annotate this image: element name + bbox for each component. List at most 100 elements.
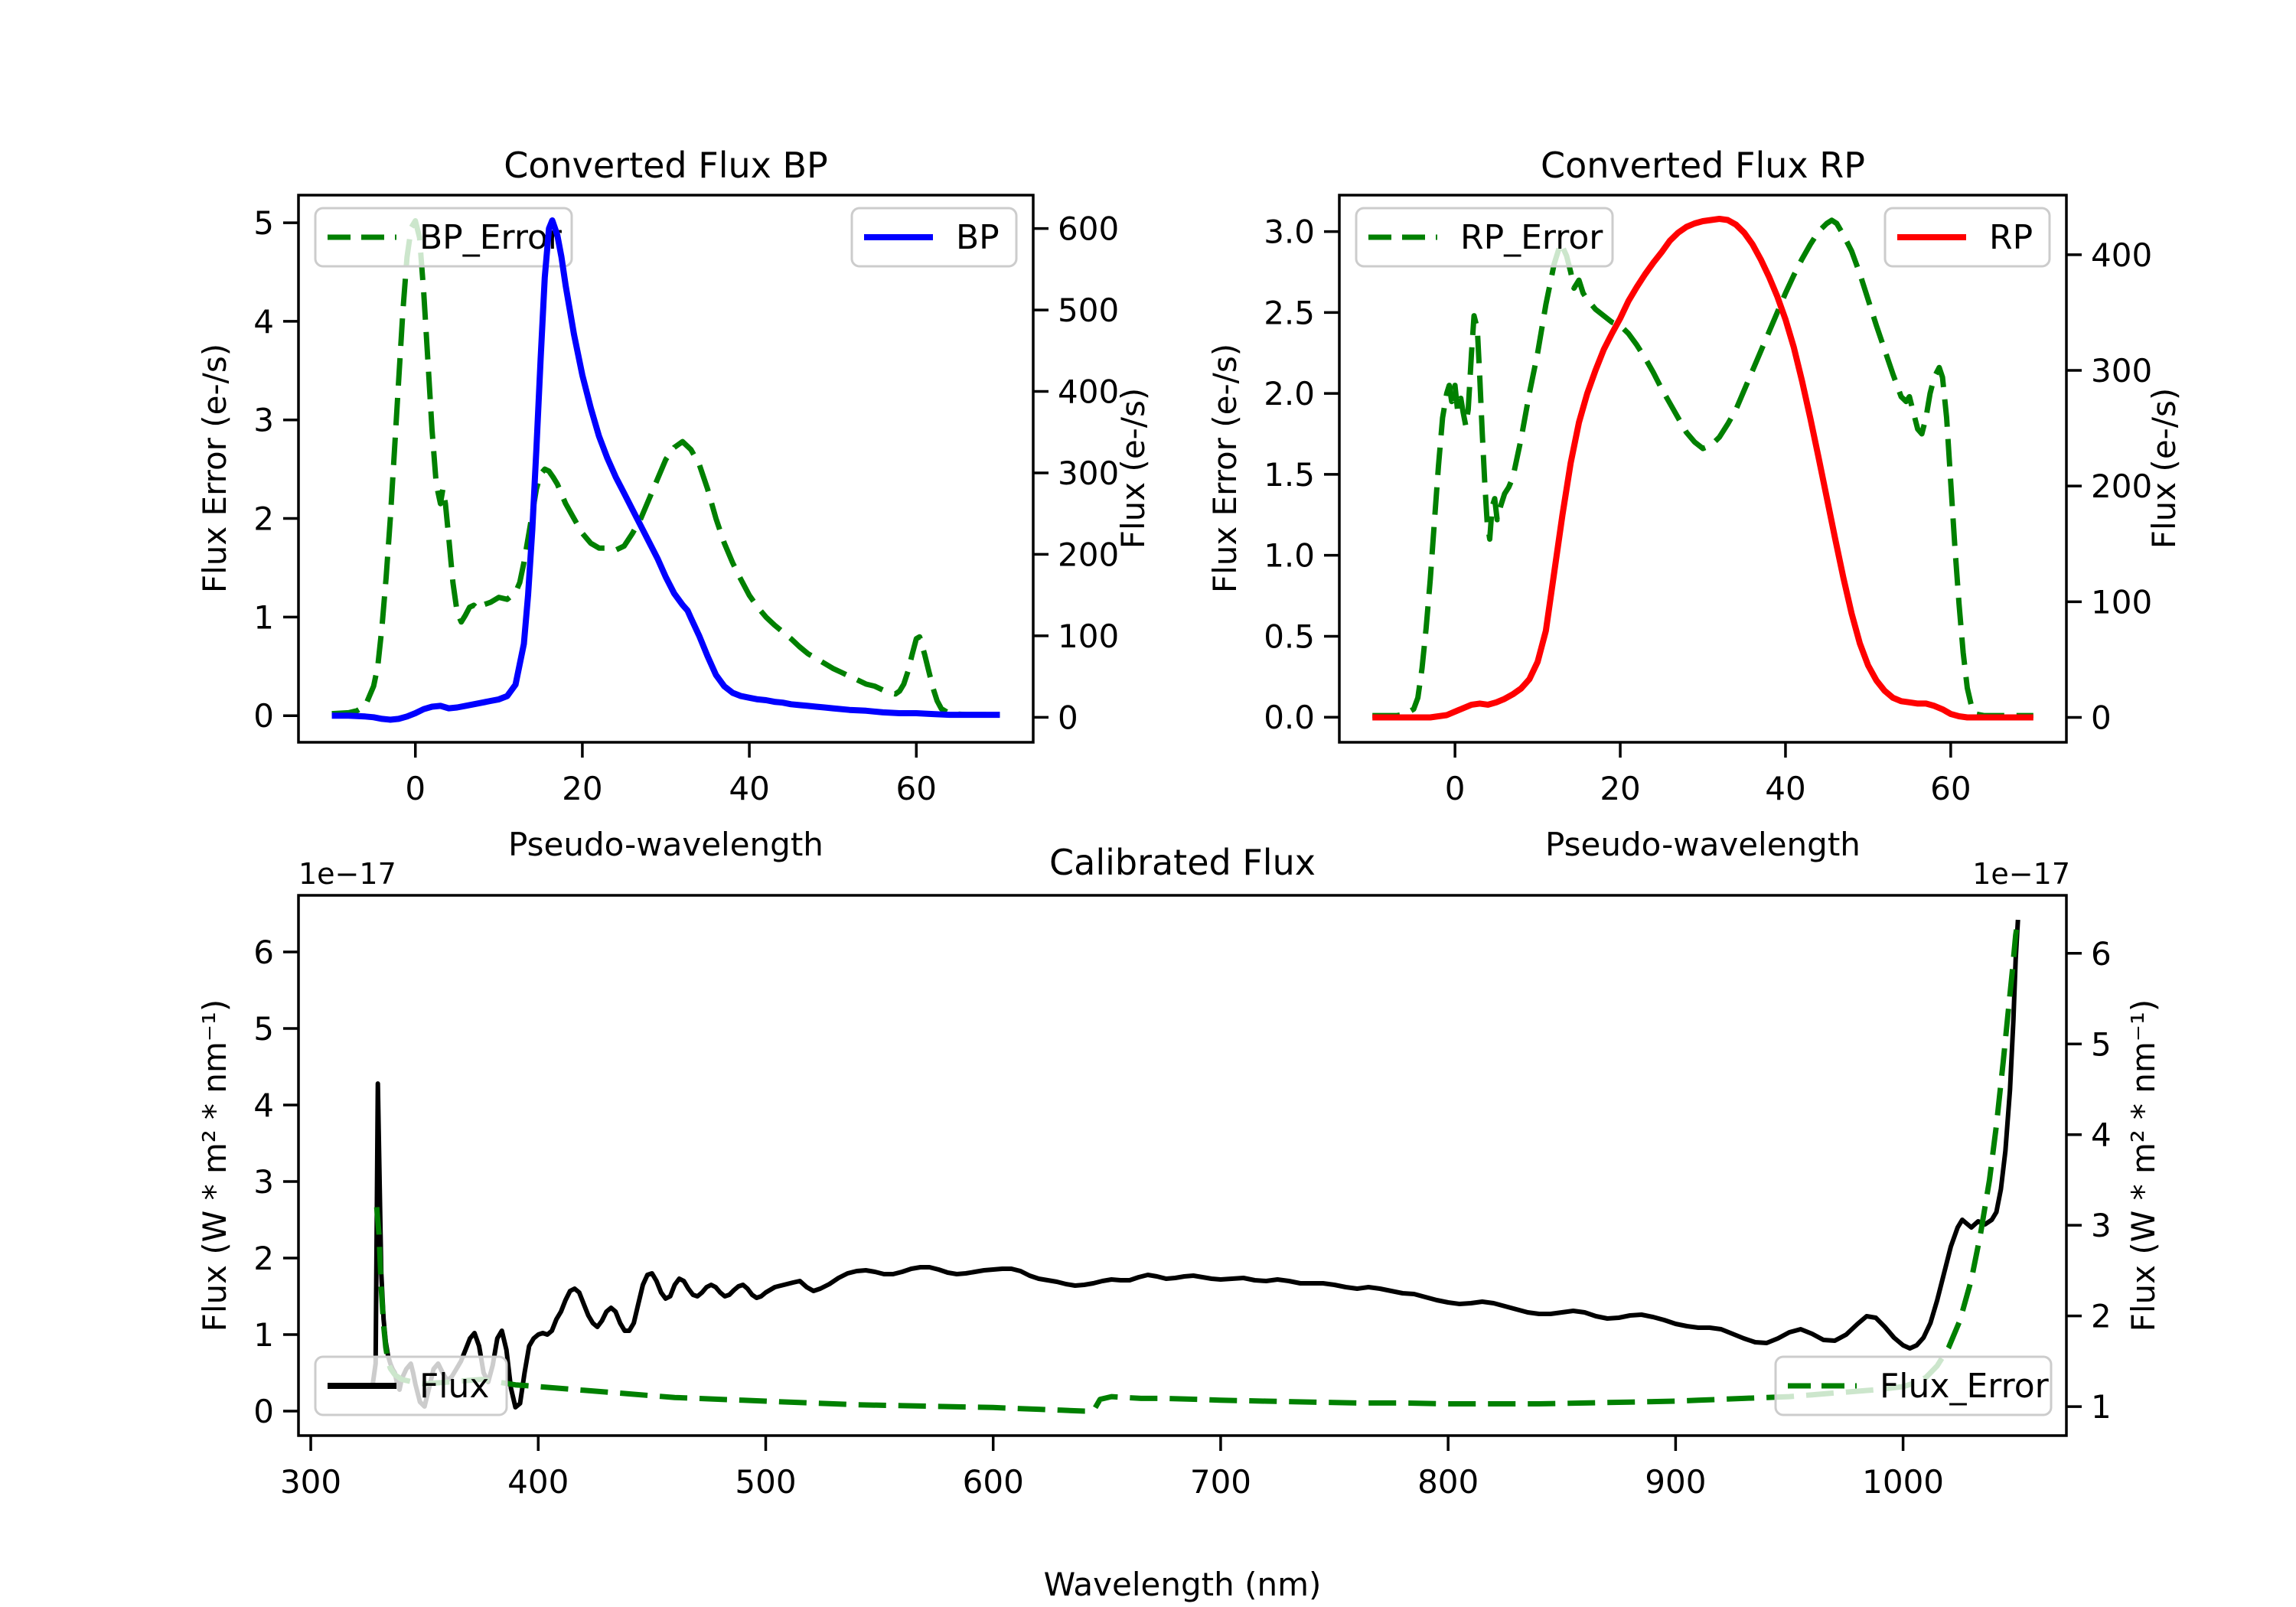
legend-label: BP_Error [419, 218, 563, 257]
bp-y-right-label: Flux (e-/s) [1114, 388, 1152, 549]
bp-y-right-tick-label-500: 500 [1058, 292, 1119, 329]
cal-y-left-tick-label-5: 5 [253, 1010, 274, 1048]
bp-legend-bp: BP [850, 207, 1018, 268]
bp-plot-title: Converted Flux BP [504, 145, 828, 186]
bp-y-left-tick-label-0: 0 [253, 697, 274, 735]
legend-label: Flux_Error [1880, 1367, 2050, 1406]
rp-y-right-label: Flux (e-/s) [2145, 388, 2183, 549]
rp-y-left-tick-label-0.5: 0.5 [1264, 618, 1315, 655]
bp-plot: BP_Error BP0 20 40 6001234501002003004005006… [253, 194, 1119, 807]
cal-x-tick-label-900: 900 [1645, 1463, 1706, 1501]
cal-x-tick-label-600: 600 [963, 1463, 1024, 1501]
rp-series-rp_error [1372, 217, 2033, 719]
cal-x-tick-label-500: 500 [735, 1463, 796, 1501]
cal-y-right-tick-label-2: 2 [2091, 1298, 2112, 1335]
cal-plot: Flux Flux_Error 300 400 500 600 700 800 900 1000 0… [253, 894, 2112, 1501]
cal-x-tick-label-400: 400 [507, 1463, 569, 1501]
calibrated-right-offset-text: 1e−17 [1972, 857, 2070, 891]
bp-y-right-tick-label-200: 200 [1058, 536, 1119, 573]
cal-x-tick-label-700: 700 [1190, 1463, 1251, 1501]
bp-y-right-tick-label-0: 0 [1058, 699, 1078, 736]
cal-x-tick-label-1000: 1000 [1862, 1463, 1944, 1501]
rp-y-right-tick-label-200: 200 [2091, 468, 2152, 505]
rp-legend-rp: RP [1883, 207, 2051, 268]
rp-x-tick-label-0: 0 [1445, 770, 1466, 807]
bp-series-bp [331, 217, 1000, 723]
bp-x-tick-label-20: 20 [562, 770, 602, 807]
cal-spines [297, 894, 2068, 1437]
bp-x-axis-label: Pseudo-wavelength [508, 826, 823, 863]
legend-label: RP_Error [1460, 218, 1603, 257]
rp-plot: RP_Error RP 0 20 40 60 0.0 0.5 1.0 1.5 2.0 2.5 3.0 0 1… [1264, 194, 2152, 807]
legend-box [314, 1355, 508, 1416]
bp-x-tick-label-60: 60 [896, 770, 937, 807]
cal-y-left-tick-label-6: 6 [253, 934, 274, 971]
legend-label: RP [1989, 218, 2033, 257]
cal-y-left-tick-label-1: 1 [253, 1316, 274, 1354]
bp-y-left-tick-label-4: 4 [253, 303, 274, 341]
bp-y-right-tick-label-100: 100 [1058, 618, 1119, 655]
bp-y-left-tick-label-3: 3 [253, 402, 274, 439]
calibrated-x-axis-label: Wavelength (nm) [1044, 1566, 1322, 1603]
plots-render-root: BP_Error BP0 20 40 6001234501002003004005006… [253, 194, 2152, 1501]
bp-x-tick-label-40: 40 [729, 770, 769, 807]
bp-y-left-tick-label-5: 5 [253, 204, 274, 242]
rp-legend-rp_error: RP_Error [1355, 207, 1614, 268]
bp-spines [297, 194, 1035, 744]
rp-y-left-tick-label-3.0: 3.0 [1264, 214, 1315, 251]
legend-box [1883, 207, 2051, 268]
legend-box [314, 207, 573, 268]
legend-box [850, 207, 1018, 268]
cal-series-flux_error [373, 919, 2021, 1414]
calibrated-y-right-label: Flux (W * m² * nm⁻¹) [2125, 999, 2162, 1332]
rp-spines [1338, 194, 2068, 744]
bp-series-bp_error [331, 218, 1000, 718]
rp-x-tick-label-20: 20 [1600, 770, 1640, 807]
calibrated-y-left-label: Flux (W * m² * nm⁻¹) [196, 999, 233, 1332]
bp-legend-bp_error: BP_Error [314, 207, 573, 268]
legend-box [1774, 1355, 2053, 1416]
rp-y-left-tick-label-0.0: 0.0 [1264, 699, 1315, 736]
rp-plot-title: Converted Flux RP [1541, 145, 1865, 186]
rp-y-right-tick-label-400: 400 [2091, 236, 2152, 274]
cal-y-right-tick-label-5: 5 [2091, 1025, 2112, 1063]
cal-series-flux [370, 919, 2020, 1410]
cal-y-left-tick-label-0: 0 [253, 1393, 274, 1430]
cal-y-right-tick-label-4: 4 [2091, 1116, 2112, 1154]
cal-y-right-tick-label-3: 3 [2091, 1207, 2112, 1244]
rp-series-rp [1372, 216, 2033, 721]
legend-box [1355, 207, 1614, 268]
rp-x-axis-label: Pseudo-wavelength [1545, 826, 1861, 863]
rp-y-left-label: Flux Error (e-/s) [1206, 344, 1244, 593]
rp-y-right-tick-label-100: 100 [2091, 583, 2152, 621]
legend-label: Flux [419, 1367, 489, 1406]
rp-y-left-tick-label-1.5: 1.5 [1264, 456, 1315, 494]
rp-y-left-tick-label-1.0: 1.0 [1264, 537, 1315, 575]
rp-y-left-tick-label-2.0: 2.0 [1264, 375, 1315, 412]
cal-y-left-tick-label-2: 2 [253, 1240, 274, 1277]
cal-x-tick-label-300: 300 [280, 1463, 341, 1501]
rp-x-tick-label-60: 60 [1930, 770, 1971, 807]
bp-y-left-tick-label-2: 2 [253, 500, 274, 538]
cal-legend-flux: Flux [314, 1355, 508, 1416]
bp-y-left-label: Flux Error (e-/s) [196, 344, 233, 593]
cal-y-right-tick-label-1: 1 [2091, 1388, 2112, 1426]
calibrated-left-offset-text: 1e−17 [298, 857, 396, 891]
bp-y-right-tick-label-400: 400 [1058, 373, 1119, 411]
cal-y-left-tick-label-3: 3 [253, 1163, 274, 1201]
cal-x-tick-label-800: 800 [1417, 1463, 1479, 1501]
rp-y-right-tick-label-0: 0 [2091, 699, 2112, 737]
calibrated-plot-title: Calibrated Flux [1049, 842, 1316, 883]
bp-y-right-tick-label-600: 600 [1058, 210, 1119, 248]
rp-y-right-tick-label-300: 300 [2091, 352, 2152, 390]
cal-legend-flux_error: Flux_Error [1774, 1355, 2053, 1416]
bp-y-right-tick-label-300: 300 [1058, 455, 1119, 492]
rp-x-tick-label-40: 40 [1765, 770, 1805, 807]
legend-label: BP [956, 218, 1000, 257]
cal-y-left-tick-label-4: 4 [253, 1087, 274, 1124]
cal-y-right-tick-label-6: 6 [2091, 935, 2112, 973]
bp-y-left-tick-label-1: 1 [253, 598, 274, 636]
bp-x-tick-label-0: 0 [405, 770, 426, 807]
